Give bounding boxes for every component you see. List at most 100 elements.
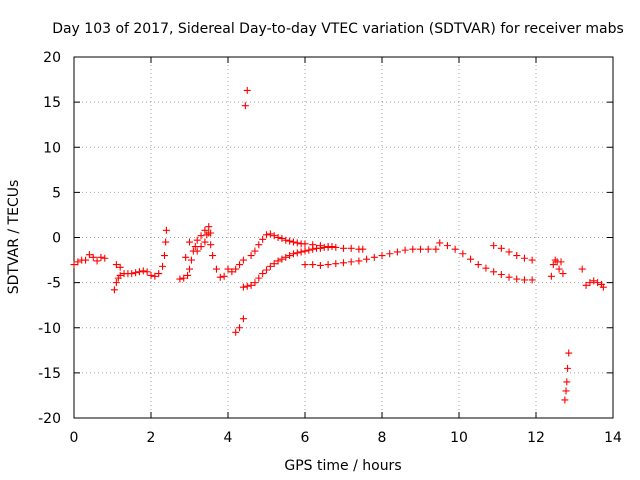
series-s2: [110, 226, 170, 294]
data-point: [155, 270, 163, 278]
data-point: [236, 261, 244, 269]
grid: [74, 57, 613, 418]
data-point: [578, 265, 586, 273]
x-tick-label: 8: [378, 430, 387, 446]
data-point: [490, 268, 498, 276]
data-point: [594, 279, 602, 287]
data-point: [270, 260, 278, 268]
x-tick-label: 6: [301, 430, 310, 446]
data-point: [436, 239, 444, 247]
data-point: [286, 252, 294, 260]
y-axis-label: SDTVAR / TECUs: [6, 180, 22, 295]
data-point: [474, 261, 482, 269]
data-point: [549, 261, 557, 269]
x-tick-label: 10: [450, 430, 468, 446]
data-point: [443, 242, 451, 250]
data-point: [201, 226, 209, 234]
data-point: [266, 262, 274, 270]
data-point: [363, 255, 371, 263]
data-point: [393, 248, 401, 256]
data-point: [274, 257, 282, 265]
data-point: [378, 252, 386, 260]
data-point: [93, 257, 101, 265]
data-point: [274, 234, 282, 241]
series-s9: [239, 243, 336, 291]
data-point: [247, 281, 255, 289]
data-point: [159, 262, 167, 270]
data-point: [251, 247, 259, 255]
data-point: [432, 245, 440, 253]
y-tick-label: -20: [38, 411, 61, 427]
y-tick-label: 0: [52, 231, 61, 247]
data-point: [332, 260, 340, 268]
data-point: [263, 266, 270, 274]
y-tick-label: 5: [52, 185, 61, 201]
data-point: [289, 238, 297, 246]
data-point: [497, 244, 505, 252]
data-point: [184, 271, 192, 279]
series-s6: [193, 223, 215, 244]
data-point: [490, 242, 498, 250]
x-axis-label: GPS time / hours: [284, 458, 401, 474]
y-axis: 20 15 10 5 0 -5 -10 -15 -20: [38, 50, 613, 427]
data-point: [180, 274, 188, 282]
data-point: [332, 243, 340, 251]
data-point: [241, 102, 249, 110]
data-point: [293, 249, 301, 257]
data-point: [82, 256, 90, 264]
series-s4: [176, 229, 247, 283]
data-point: [282, 236, 290, 244]
data-point: [209, 252, 217, 260]
data-point: [212, 265, 220, 273]
data-point: [547, 272, 555, 280]
data-point: [582, 281, 590, 289]
data-point: [347, 244, 355, 252]
data-point: [301, 261, 309, 269]
series-s7: [241, 86, 251, 110]
data-point: [207, 229, 215, 237]
y-tick-label: -10: [38, 321, 61, 337]
data-point: [247, 252, 255, 260]
data-point: [239, 283, 247, 291]
data-point: [255, 274, 263, 282]
x-tick-label: 14: [604, 430, 622, 446]
data-point: [513, 275, 521, 283]
data-point: [324, 243, 332, 251]
data-point: [278, 255, 286, 263]
data-point: [309, 241, 317, 249]
data-point: [417, 245, 424, 253]
data-point: [193, 236, 201, 244]
data-point: [278, 234, 286, 242]
series-s16: [578, 265, 607, 291]
data-point: [232, 265, 240, 273]
data-point: [70, 261, 78, 269]
data-point: [176, 275, 184, 283]
y-tick-label: -5: [47, 276, 61, 292]
data-point: [162, 226, 170, 234]
x-tick-label: 2: [147, 430, 156, 446]
data-point: [182, 253, 190, 261]
data-point: [316, 242, 324, 250]
data-point: [151, 272, 159, 280]
series-s11: [301, 245, 440, 269]
data-point: [409, 245, 417, 253]
series-s10: [247, 230, 367, 260]
data-point: [112, 279, 120, 287]
y-tick-label: 20: [43, 50, 61, 66]
data-point: [259, 270, 267, 278]
data-point: [270, 232, 278, 240]
data-point: [557, 258, 565, 266]
series-s13: [490, 242, 536, 264]
data-point: [186, 265, 193, 273]
series-s14: [547, 256, 567, 280]
data-point: [424, 245, 432, 253]
data-point: [359, 245, 367, 253]
data-point: [236, 324, 244, 332]
data-point: [282, 253, 290, 261]
data-point: [89, 253, 97, 261]
data-point: [286, 237, 294, 245]
data-point: [263, 231, 270, 239]
data-point: [561, 396, 569, 404]
data-point: [160, 252, 168, 260]
